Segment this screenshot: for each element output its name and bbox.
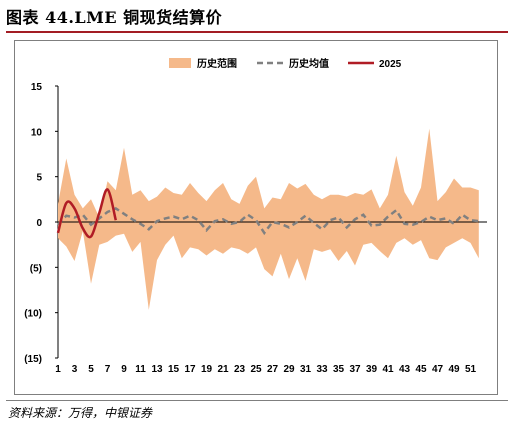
legend-range-swatch [169,58,191,68]
x-tick-label: 17 [184,364,196,375]
x-tick-label: 13 [151,364,163,375]
historical-range-band [58,128,479,310]
x-tick-label: 41 [382,364,394,375]
x-tick-label: 43 [399,364,411,375]
x-tick-label: 37 [349,364,361,375]
x-tick-label: 33 [316,364,328,375]
y-tick-label: (10) [24,309,42,320]
x-tick-label: 3 [72,364,78,375]
x-tick-label: 19 [201,364,213,375]
x-tick-label: 49 [448,364,460,375]
x-tick-label: 23 [234,364,246,375]
x-tick-label: 15 [168,364,180,375]
title-rule [6,31,508,33]
y-tick-label: 0 [36,218,42,229]
legend-2025-label: 2025 [379,59,402,70]
chart-frame [14,40,498,395]
x-tick-label: 5 [88,364,94,375]
y-tick-label: (5) [30,263,42,274]
x-tick-label: 11 [135,364,146,375]
x-tick-label: 39 [366,364,378,375]
x-tick-label: 45 [415,364,427,375]
source-rule [6,400,508,401]
series-2025-line [56,188,118,239]
x-tick-label: 51 [465,364,477,375]
source-note: 资料来源：万得，中银证券 [8,406,153,420]
x-tick-label: 27 [267,364,279,375]
y-tick-label: 15 [31,82,43,93]
legend-mean-label: 历史均值 [289,57,329,70]
x-tick-label: 7 [105,364,111,375]
x-tick-label: 29 [283,364,295,375]
historical-mean-line [57,206,479,236]
legend-range-label: 历史范围 [197,57,237,70]
y-tick-label: (15) [24,354,42,365]
x-tick-label: 35 [333,364,345,375]
x-tick-label: 9 [121,364,127,375]
x-tick-label: 1 [55,364,61,375]
x-tick-label: 21 [217,364,229,375]
x-tick-label: 25 [250,364,262,375]
y-tick-label: 5 [36,173,42,184]
x-tick-label: 31 [300,364,312,375]
x-tick-label: 47 [432,364,444,375]
y-tick-label: 10 [31,127,43,138]
chart-title: 图表 44.LME 铜现货结算价 [6,8,223,27]
